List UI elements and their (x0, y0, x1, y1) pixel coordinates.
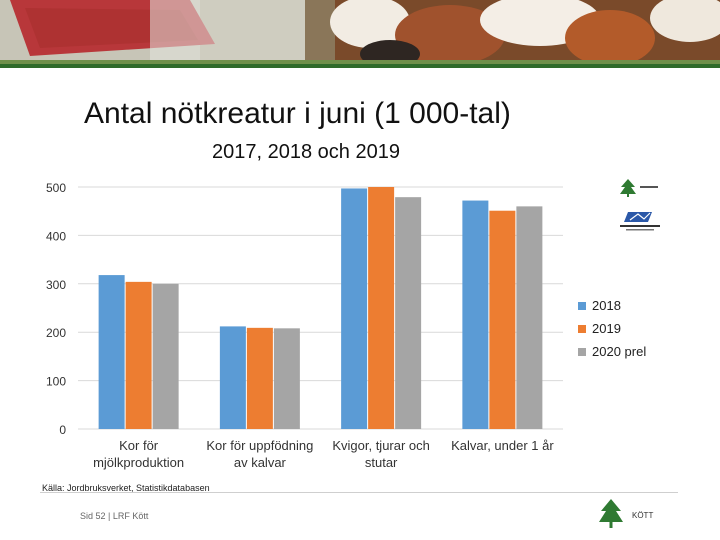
legend-swatch-2019 (578, 324, 586, 333)
bar-2020-prel-cat2 (395, 197, 422, 429)
bar-chart: 0 100 200 300 400 500 Kor för mjölkproduktion Ko… (46, 181, 563, 470)
bar-2018-cat1 (219, 326, 246, 429)
bar-2018-cat3 (462, 200, 489, 429)
y-tick-label: 300 (46, 278, 66, 292)
bar-2019-cat1 (246, 327, 273, 429)
legend-item-2020-prel: 2020 prel (578, 340, 646, 363)
bar-2018-cat2 (341, 188, 368, 429)
x-category-label: Kvigor, tjurar och (332, 438, 430, 453)
x-category-label: mjölkproduktion (93, 455, 184, 470)
chart-title: Antal nötkreatur i juni (1 000-tal) (84, 97, 511, 130)
kott-logo-text: KÖTT (632, 511, 653, 520)
bar-2020-prel-cat1 (273, 328, 300, 429)
y-tick-label: 100 (46, 375, 66, 389)
lrf-logo (618, 210, 662, 237)
legend-item-2019: 2019 (578, 317, 646, 340)
bar-2020-prel-cat3 (516, 206, 543, 429)
y-tick-label: 500 (46, 181, 66, 195)
x-category-label: Kor för (119, 438, 159, 453)
legend-label-2019: 2019 (592, 321, 621, 336)
x-category-label: av kalvar (234, 455, 287, 470)
legend-label-2018: 2018 (592, 298, 621, 313)
x-category-label: Kalvar, under 1 år (451, 438, 554, 453)
footer-divider (40, 492, 678, 493)
header-banner-photo (0, 0, 720, 68)
legend-swatch-2018 (578, 301, 586, 310)
y-tick-label: 200 (46, 326, 66, 340)
header-green-stripe (0, 64, 720, 68)
bar-2019-cat0 (125, 281, 152, 429)
bar-2019-cat3 (489, 210, 516, 429)
kott-logo-footer: KÖTT (596, 498, 660, 537)
legend-item-2018: 2018 (578, 294, 646, 317)
source-note: Källa: Jordbruksverket, Statistikdatabas… (42, 483, 210, 493)
x-category-label: stutar (365, 455, 398, 470)
kott-logo-small (618, 178, 662, 203)
legend-swatch-2020-prel (578, 347, 586, 356)
bar-2018-cat0 (98, 275, 125, 429)
chart-subtitle: 2017, 2018 och 2019 (212, 141, 400, 163)
y-tick-label: 0 (59, 423, 66, 437)
x-category-label: Kor för uppfödning (206, 438, 313, 453)
y-tick-label: 400 (46, 229, 66, 243)
legend-label-2020-prel: 2020 prel (592, 344, 647, 359)
page-info: Sid 52 | LRF Kött (80, 511, 149, 521)
bar-2019-cat2 (368, 187, 395, 429)
bar-2020-prel-cat0 (152, 283, 179, 429)
chart-legend: 2018 2019 2020 prel (578, 294, 646, 363)
